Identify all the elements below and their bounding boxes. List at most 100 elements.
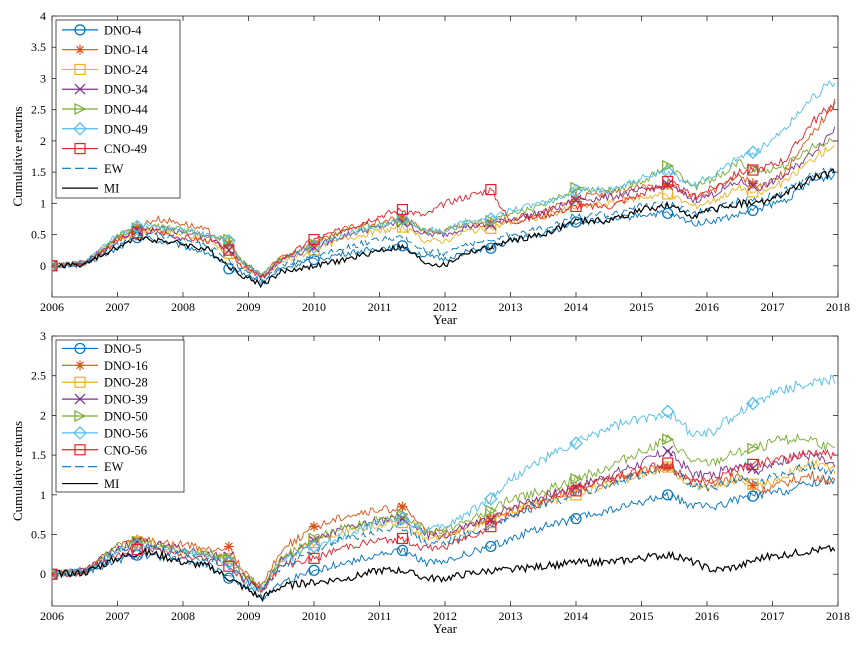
legend-marker-cno-56 — [74, 444, 86, 456]
series-marker-dno-56 — [484, 491, 498, 506]
series-marker-dno-24 — [662, 188, 674, 200]
series-marker-cno-49 — [308, 233, 320, 246]
series-marker-dno-5 — [308, 564, 320, 576]
series-marker-dno-44 — [485, 214, 498, 227]
legend-label-dno-14: DNO-14 — [104, 43, 148, 57]
series-marker-dno-50 — [485, 504, 498, 517]
legend-marker-dno-28 — [74, 376, 86, 388]
x-tick-label: 2009 — [237, 300, 261, 314]
x-tick-label: 2009 — [237, 609, 261, 623]
y-tick-label: 2.5 — [31, 369, 46, 383]
legend-marker-dno-14 — [75, 44, 85, 55]
legend-label-dno-34: DNO-34 — [104, 83, 148, 97]
series-line-ew — [52, 460, 835, 594]
series-marker-dno-14 — [309, 238, 319, 249]
series-marker-dno-16 — [747, 480, 758, 491]
legend-marker-dno-39 — [74, 393, 86, 405]
series-marker-cno-49 — [662, 175, 674, 188]
x-tick-label: 2008 — [171, 609, 195, 623]
series-marker-dno-16 — [397, 501, 408, 512]
x-axis-label: Year — [433, 312, 458, 327]
x-axis-label: Year — [433, 621, 458, 636]
legend-label-dno-50: DNO-50 — [104, 410, 148, 424]
series-marker-cno-56 — [570, 485, 582, 497]
x-tick-label: 2012 — [433, 609, 457, 623]
y-tick-label: 0.5 — [31, 228, 46, 242]
legend-label-cno-56: CNO-56 — [104, 443, 147, 457]
legend-label-dno-4: DNO-4 — [104, 23, 142, 37]
legend-marker-dno-4 — [74, 24, 86, 36]
x-tick-label: 2010 — [302, 300, 326, 314]
chart-panel-top: 2006 2007 2008 2009 2010 2011 2012 2013 2014 2015… — [10, 9, 850, 327]
series-marker-dno-56 — [307, 539, 321, 554]
legend-marker-dno-49 — [73, 121, 87, 136]
series-marker-dno-4 — [308, 253, 320, 266]
series-marker-dno-49 — [746, 145, 760, 160]
series-marker-dno-4 — [396, 240, 409, 252]
series-marker-dno-14 — [747, 178, 758, 189]
y-tick-label: 1.5 — [31, 448, 46, 462]
x-tick-label: 2007 — [106, 300, 130, 314]
series-marker-dno-50 — [570, 472, 583, 485]
x-tick-label: 2015 — [630, 609, 654, 623]
series-marker-cno-49 — [131, 227, 143, 239]
series-marker-dno-24 — [308, 244, 320, 256]
series-marker-dno-34 — [223, 244, 235, 256]
series-line-dno-50 — [52, 432, 835, 589]
x-tick-label: 2016 — [695, 609, 719, 623]
y-axis-label: Cumulative returns — [10, 106, 25, 206]
x-tick-label: 2011 — [368, 300, 392, 314]
chart-panel-bottom: 2006 2007 2008 2009 2010 2011 2012 2013 2014 2015… — [10, 329, 850, 636]
series-marker-dno-5 — [485, 540, 497, 553]
series-marker-cno-49 — [396, 203, 409, 216]
series-line-dno-39 — [52, 449, 836, 589]
series-marker-cno-49 — [223, 244, 235, 256]
series-marker-dno-5 — [570, 513, 582, 525]
legend-marker-dno-56 — [73, 426, 87, 440]
series-marker-dno-14 — [132, 221, 143, 232]
legend-marker-dno-44 — [74, 103, 87, 115]
legend-label-dno-24: DNO-24 — [104, 63, 148, 77]
legend-label-ew: EW — [104, 162, 124, 176]
series-marker-dno-50 — [747, 442, 760, 455]
series-line-mi — [52, 168, 836, 289]
x-tick-label: 2017 — [761, 300, 785, 314]
legend-label-ew: EW — [104, 460, 124, 474]
y-tick-label: 2.5 — [31, 103, 46, 117]
series-marker-dno-4 — [747, 204, 759, 217]
series-marker-dno-49 — [395, 212, 410, 226]
series-marker-dno-16 — [485, 513, 496, 524]
series-marker-cno-56 — [662, 457, 674, 469]
y-tick-label: 2 — [40, 408, 46, 422]
series-marker-cno-56 — [52, 568, 58, 580]
x-tick-label: 2018 — [826, 300, 850, 314]
legend-label-dno-56: DNO-56 — [104, 426, 148, 440]
x-tick-label: 2008 — [171, 300, 195, 314]
legend-marker-dno-16 — [75, 360, 85, 371]
legend-marker-dno-5 — [74, 342, 86, 355]
series-marker-dno-39 — [662, 445, 674, 457]
series-line-dno-4 — [52, 173, 836, 285]
series-marker-dno-5 — [747, 490, 759, 502]
series-marker-dno-4 — [223, 263, 235, 275]
legend-label-mi: MI — [104, 182, 119, 196]
series-marker-dno-4 — [662, 207, 674, 219]
series-line-cno-56 — [52, 448, 836, 594]
series-marker-cno-49 — [52, 260, 58, 272]
series-marker-dno-14 — [223, 238, 234, 249]
x-tick-label: 2014 — [564, 300, 588, 314]
series-marker-dno-49 — [52, 258, 59, 273]
series-marker-dno-49 — [569, 183, 583, 198]
series-group — [52, 374, 836, 603]
legend-label-dno-49: DNO-49 — [104, 122, 148, 136]
y-tick-label: 3 — [40, 329, 46, 343]
series-marker-dno-14 — [397, 212, 408, 223]
y-tick-label: 1 — [40, 196, 46, 210]
series-marker-cno-56 — [131, 544, 143, 556]
series-marker-dno-39 — [485, 514, 497, 526]
legend-marker-dno-34 — [74, 83, 86, 95]
y-tick-label: 0 — [40, 567, 46, 581]
y-tick-label: 3.5 — [31, 40, 46, 54]
series-marker-cno-56 — [485, 520, 497, 533]
